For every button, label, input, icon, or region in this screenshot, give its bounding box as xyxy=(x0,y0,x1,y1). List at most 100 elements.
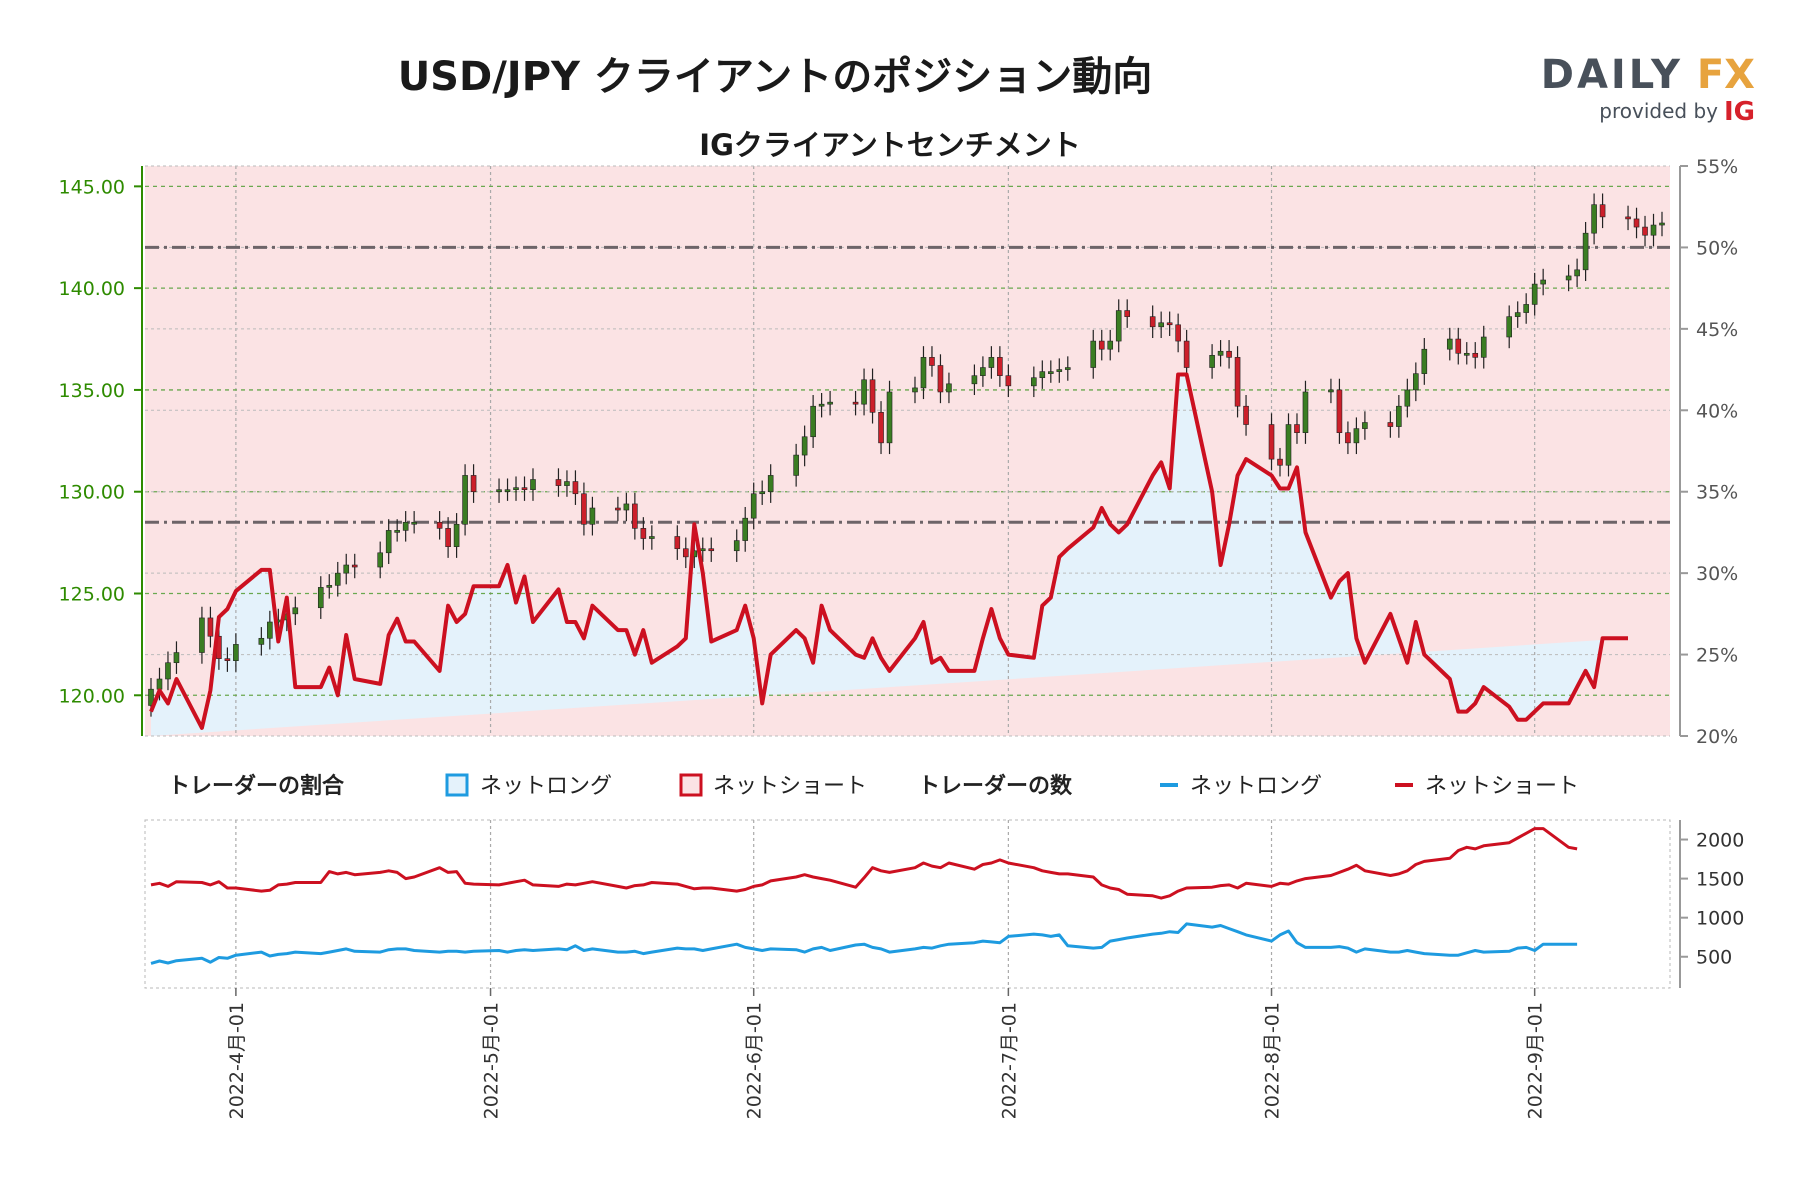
candle-body xyxy=(521,487,528,490)
candle-body xyxy=(1463,352,1470,356)
candle-body xyxy=(971,375,978,385)
candle-body xyxy=(750,493,757,519)
candle-body xyxy=(292,607,299,615)
candle-body xyxy=(852,401,859,405)
candle-body xyxy=(623,503,630,511)
candle-body xyxy=(496,489,502,493)
count-grid xyxy=(235,820,1536,988)
candle-body xyxy=(351,564,358,568)
candle-body xyxy=(1048,371,1054,374)
candle-body xyxy=(869,379,876,413)
date-axis: 2022-4月-01 2022-5月-01 2022-6月-01 2022-7月-01… xyxy=(226,988,1547,1119)
candle-body xyxy=(1090,340,1097,368)
candle-body xyxy=(1472,352,1479,358)
count-tick-label: 1000 xyxy=(1696,908,1744,930)
count-tick-label: 500 xyxy=(1696,947,1732,969)
candle-body xyxy=(759,491,765,495)
candle-body xyxy=(377,552,383,568)
chart-subtitle: IGクライアントセンチメント xyxy=(699,128,1080,162)
price-tick-label: 120.00 xyxy=(59,685,125,707)
count-tick-label: 2000 xyxy=(1696,830,1744,852)
candle-body xyxy=(317,587,324,609)
percent-tick-label: 40% xyxy=(1696,400,1738,422)
trader-count-panel: 500 1000 1500 2000 xyxy=(144,819,1744,989)
legend-ratio-title: トレーダーの割合 xyxy=(168,773,345,799)
candle-body xyxy=(1115,310,1122,342)
legend-count-short: ネットショート xyxy=(1425,774,1579,799)
count-axis: 500 1000 1500 2000 xyxy=(1679,820,1744,988)
price-axis: 120.00 125.00 130.00 135.00 140.00 145.00 xyxy=(59,166,143,736)
price-tick-label: 145.00 xyxy=(59,176,125,198)
candle-body xyxy=(1328,389,1334,393)
candle-body xyxy=(258,637,265,645)
percent-tick-label: 55% xyxy=(1696,156,1738,178)
candle-body xyxy=(589,507,596,525)
candle-body xyxy=(632,503,638,529)
date-tick-label: 2022-8月-01 xyxy=(1262,1002,1284,1119)
price-tick-label: 135.00 xyxy=(59,380,125,402)
logo-provided-by: provided by xyxy=(1599,99,1718,123)
candle-body xyxy=(233,644,239,661)
candle-body xyxy=(1659,222,1665,226)
candle-body xyxy=(980,367,986,376)
candle-body xyxy=(173,652,180,664)
candle-body xyxy=(1098,340,1105,350)
dailyfx-logo: DAILY FX provided by IG xyxy=(1541,52,1755,127)
candle-body xyxy=(1031,377,1037,387)
candle-body xyxy=(564,481,570,486)
candle-body xyxy=(1166,322,1173,326)
candle-body xyxy=(326,585,333,588)
candle-body xyxy=(504,489,511,492)
candle-body xyxy=(1574,269,1580,277)
candle-body xyxy=(699,548,706,552)
candle-body xyxy=(530,479,536,490)
candle-body xyxy=(1625,216,1631,220)
candle-body xyxy=(912,387,918,393)
price-sentiment-panel: 120.00 125.00 130.00 135.00 140.00 145.00 20%… xyxy=(59,156,1739,748)
date-tick-label: 2022-9月-01 xyxy=(1525,1002,1547,1119)
short-count-line xyxy=(150,827,1578,900)
candle-body xyxy=(1183,340,1190,368)
percent-tick-label: 50% xyxy=(1696,237,1738,259)
candle-body xyxy=(572,481,579,495)
candle-body xyxy=(1302,391,1309,433)
candle-body xyxy=(436,521,443,529)
candle-body xyxy=(1387,422,1394,427)
candle-body xyxy=(334,572,341,586)
candle-body xyxy=(1243,405,1249,425)
candle-body xyxy=(793,454,799,476)
candle-body xyxy=(1565,275,1572,281)
candle-body xyxy=(929,357,935,366)
candle-body xyxy=(513,487,519,490)
date-tick-label: 2022-5月-01 xyxy=(481,1002,503,1119)
candle-body xyxy=(1446,338,1453,350)
chart-title: USD/JPY クライアントのポジション動向 xyxy=(398,54,1153,100)
candle-body xyxy=(1336,389,1343,433)
legend-ratio-long-swatch xyxy=(445,773,469,797)
candle-body xyxy=(148,688,154,706)
candle-body xyxy=(470,475,477,493)
candle-body xyxy=(886,391,893,444)
candle-body xyxy=(682,548,689,558)
candle-body xyxy=(411,521,417,525)
candle-body xyxy=(649,536,655,539)
candle-body xyxy=(1285,424,1292,466)
candle-body xyxy=(1268,424,1275,460)
candle-body xyxy=(343,564,350,574)
candle-body xyxy=(920,357,927,389)
candle-body xyxy=(207,617,214,637)
candle-body xyxy=(1209,355,1215,368)
long-count-line xyxy=(150,922,1578,965)
net-short-line xyxy=(149,372,1628,730)
candle-body xyxy=(453,523,460,547)
legend-ratio-long: ネットロング xyxy=(480,774,612,799)
candle-body xyxy=(742,517,749,541)
legend-ratio-short: ネットショート xyxy=(713,774,867,799)
candle-body xyxy=(674,536,681,550)
candle-body xyxy=(767,475,774,493)
candle-body xyxy=(1421,348,1428,374)
percent-tick-label: 30% xyxy=(1696,563,1738,585)
candle-body xyxy=(946,383,952,393)
candle-body xyxy=(1124,310,1131,317)
count-tick-label: 1500 xyxy=(1696,869,1744,891)
